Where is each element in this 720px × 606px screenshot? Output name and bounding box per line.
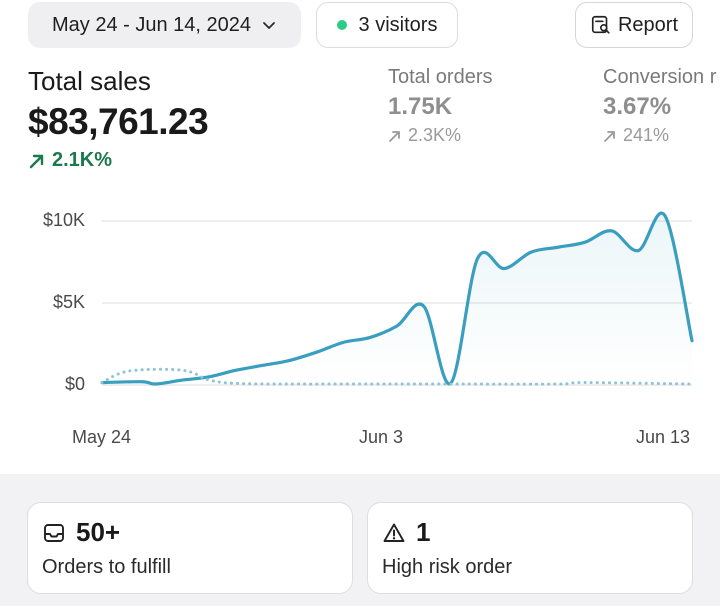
live-visitors-button[interactable]: 3 visitors xyxy=(316,2,458,48)
report-icon xyxy=(591,15,610,34)
y-tick-label: $5K xyxy=(52,292,85,312)
total-sales-change: 2.1K% xyxy=(28,149,208,172)
total-sales-change-value: 2.1K% xyxy=(52,149,113,171)
sales-chart-svg xyxy=(100,211,694,386)
conversion-change-value: 241% xyxy=(623,125,670,145)
orders-to-fulfill-card[interactable]: 50+ Orders to fulfill xyxy=(27,502,353,594)
high-risk-order-card[interactable]: 1 High risk order xyxy=(367,502,693,594)
conversion-label: Conversion r xyxy=(603,66,717,88)
high-risk-order-count: 1 xyxy=(416,517,431,547)
date-range-label: May 24 - Jun 14, 2024 xyxy=(51,13,251,36)
report-button[interactable]: Report xyxy=(575,2,693,48)
orders-to-fulfill-label: Orders to fulfill xyxy=(42,556,171,578)
total-orders-metric[interactable]: Total orders 1.75K 2.3K% xyxy=(388,66,493,146)
total-orders-change-value: 2.3K% xyxy=(408,125,462,145)
total-orders-change: 2.3K% xyxy=(388,125,493,146)
orders-to-fulfill-header: 50+ xyxy=(42,517,338,548)
series-area-current xyxy=(102,213,692,385)
high-risk-order-header: 1 xyxy=(382,517,678,548)
high-risk-order-label: High risk order xyxy=(382,556,513,578)
conversion-metric[interactable]: Conversion r 3.67% 241% xyxy=(603,66,716,146)
y-tick-label: $0 xyxy=(64,374,85,394)
report-label: Report xyxy=(617,13,679,36)
sales-chart: $10K $5K $0 May 24 Jun 3 Jun 13 xyxy=(0,195,720,465)
total-sales-value: $83,761.23 xyxy=(28,101,209,142)
y-tick-label: $10K xyxy=(42,210,85,230)
total-sales-label: Total sales xyxy=(28,66,151,96)
conversion-change: 241% xyxy=(603,125,716,146)
chevron-down-icon xyxy=(263,22,275,29)
series-line-comparison xyxy=(100,367,694,386)
task-cards-area: 50+ Orders to fulfill 1 High risk order xyxy=(0,474,720,606)
x-tick-label: Jun 3 xyxy=(359,427,404,447)
conversion-value: 3.67% xyxy=(603,93,672,120)
arrow-up-right-icon xyxy=(604,130,615,142)
total-orders-value: 1.75K xyxy=(388,93,453,120)
warning-triangle-icon xyxy=(383,523,405,542)
orders-to-fulfill-count: 50+ xyxy=(76,517,121,547)
date-range-button[interactable]: May 24 - Jun 14, 2024 xyxy=(28,2,301,48)
visitors-label: 3 visitors xyxy=(358,13,438,36)
total-orders-label: Total orders xyxy=(388,66,493,88)
arrow-up-right-icon xyxy=(29,154,44,168)
total-sales-metric[interactable]: Total sales $83,761.23 2.1K% xyxy=(28,66,209,172)
live-dot-icon xyxy=(336,20,347,30)
x-tick-label: Jun 13 xyxy=(636,427,691,447)
inbox-icon xyxy=(44,523,64,542)
arrow-up-right-icon xyxy=(389,130,400,142)
series-line-current xyxy=(100,211,694,386)
x-tick-label: May 24 xyxy=(72,427,132,447)
top-bar: May 24 - Jun 14, 2024 3 visitors Report xyxy=(0,0,720,60)
